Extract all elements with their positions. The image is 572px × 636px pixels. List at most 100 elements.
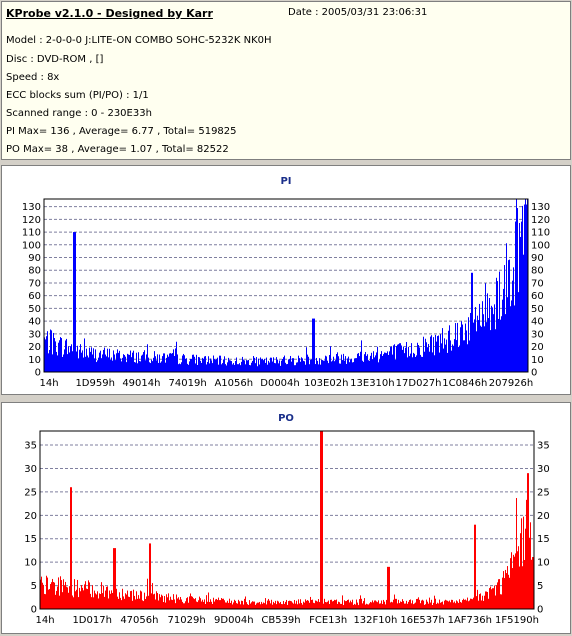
po-bar: [424, 604, 425, 609]
po-bar: [379, 603, 380, 609]
pi-bar: [483, 314, 484, 372]
pi-bar: [182, 355, 183, 372]
po-bar: [477, 589, 478, 609]
pi-bar: [374, 357, 375, 372]
pi-bar: [422, 356, 423, 372]
pi-bar: [267, 364, 268, 372]
po-bar: [364, 598, 365, 609]
po-bar: [499, 579, 500, 609]
pi-bar: [297, 362, 298, 372]
pi-bar: [80, 344, 81, 372]
po-bar: [81, 585, 82, 609]
pi-bar: [159, 354, 160, 372]
po-bar: [148, 595, 149, 609]
pi-bar: [248, 359, 249, 372]
po-bar: [320, 431, 321, 609]
pi-bar: [181, 362, 182, 372]
pi-bar: [512, 280, 513, 372]
po-bar: [305, 599, 306, 609]
pi-bar: [166, 357, 167, 372]
po-bar: [228, 602, 229, 609]
pi-bar: [337, 352, 338, 372]
pi-bar: [431, 335, 432, 372]
pi-bar: [264, 359, 265, 372]
pi-bar: [384, 352, 385, 372]
pi-bar: [204, 356, 205, 372]
po-ytick-left: 25: [24, 487, 37, 498]
pi-bar: [391, 346, 392, 372]
pi-bar: [492, 307, 493, 372]
po-bar: [291, 601, 292, 609]
pi-bar: [280, 365, 281, 372]
pi-bar: [225, 364, 226, 372]
pi-bar: [214, 359, 215, 372]
pi-ytick-right: 50: [531, 304, 544, 315]
pi-bar: [251, 362, 252, 372]
pi-bar: [97, 360, 98, 372]
po-bar: [453, 602, 454, 609]
pi-bar: [421, 356, 422, 372]
pi-bar: [401, 345, 402, 372]
pi-bar: [154, 351, 155, 372]
po-bar: [69, 586, 70, 609]
pi-bar: [475, 307, 476, 372]
pi-bar: [201, 362, 202, 372]
pi-bar: [212, 363, 213, 372]
pi-bar: [158, 362, 159, 372]
po-bar: [341, 603, 342, 609]
po-bar: [157, 593, 158, 609]
po-bar: [96, 594, 97, 609]
po-bar: [367, 604, 368, 609]
po-bar: [173, 594, 174, 609]
pi-bar: [456, 340, 457, 372]
pi-bar: [216, 359, 217, 372]
pi-bar: [197, 365, 198, 372]
po-bar: [179, 599, 180, 609]
pi-bar: [364, 354, 365, 372]
po-bar: [517, 551, 518, 609]
pi-bar: [380, 354, 381, 372]
pi-bar: [299, 358, 300, 372]
po-xtick: 16E537h: [400, 615, 444, 626]
po-bar: [203, 601, 204, 609]
po-bar: [411, 603, 412, 609]
po-bar: [354, 603, 355, 609]
pi-bar: [171, 353, 172, 372]
pi-bar: [416, 355, 417, 372]
po-bar: [66, 586, 67, 609]
pi-bar: [373, 351, 374, 372]
pi-bar: [490, 330, 491, 372]
po-bar: [191, 596, 192, 609]
po-bar: [122, 588, 123, 609]
pi-bar: [211, 360, 212, 372]
po-bar: [511, 552, 512, 609]
po-bar: [178, 597, 179, 609]
po-bar: [462, 600, 463, 609]
po-bar: [418, 597, 419, 609]
po-chart-title: PO: [278, 413, 294, 424]
po-bar: [174, 599, 175, 609]
pi-bar: [250, 365, 251, 372]
po-bar: [264, 603, 265, 609]
pi-bar: [100, 350, 101, 372]
pi-plot-border: [43, 198, 529, 373]
po-bar: [183, 603, 184, 609]
pi-bar: [203, 358, 204, 372]
po-bar: [165, 602, 166, 609]
po-bar: [374, 600, 375, 609]
pi-bar: [385, 352, 386, 372]
po-bar: [464, 599, 465, 609]
po-xtick: 132F10h: [353, 615, 397, 626]
po-bar: [232, 604, 233, 609]
pi-bar: [65, 340, 66, 372]
po-bar: [309, 602, 310, 609]
po-xtick: 1D017h: [72, 615, 112, 626]
po-bar: [420, 603, 421, 609]
po-bar: [235, 600, 236, 609]
pi-bar: [175, 348, 176, 372]
po-bar: [93, 597, 94, 609]
po-bar: [496, 585, 497, 609]
pi-bar: [133, 350, 134, 372]
po-ytick-right: 0: [537, 605, 543, 616]
po-bar: [67, 587, 68, 609]
